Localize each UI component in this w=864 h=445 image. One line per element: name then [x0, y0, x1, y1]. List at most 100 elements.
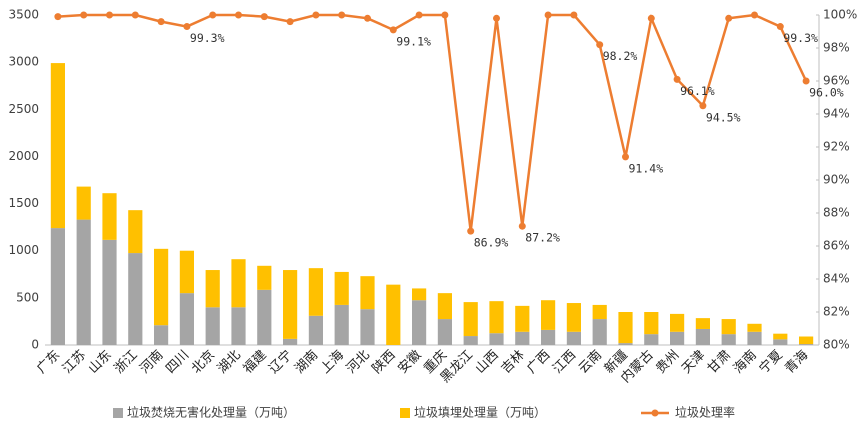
- bar: [231, 259, 246, 308]
- bar: [205, 270, 220, 308]
- line-marker: [596, 41, 604, 49]
- bar: [721, 319, 736, 335]
- bar: [283, 270, 298, 339]
- bar: [592, 319, 607, 345]
- bar: [437, 293, 452, 320]
- line-marker: [441, 11, 449, 19]
- x-tick-label: 江西: [550, 348, 579, 377]
- line-marker: [776, 23, 784, 31]
- line-marker: [725, 14, 733, 22]
- bar: [489, 301, 504, 334]
- data-label: 96.1%: [680, 84, 715, 98]
- x-tick-label: 广东: [34, 348, 63, 377]
- bar: [76, 186, 91, 220]
- line-marker: [622, 153, 629, 161]
- bar: [463, 336, 478, 345]
- line-marker: [647, 14, 655, 22]
- legend-swatch: [651, 409, 659, 417]
- bar: [541, 329, 556, 345]
- x-tick-label: 上海: [318, 348, 347, 377]
- bar: [618, 312, 633, 344]
- legend-swatch: [113, 408, 123, 418]
- line-marker: [131, 11, 139, 19]
- line-marker: [106, 11, 113, 19]
- line: [57, 13, 808, 232]
- line-marker: [260, 13, 268, 21]
- bar: [799, 344, 814, 345]
- bar: [102, 193, 117, 240]
- bar: [515, 331, 530, 345]
- x-tick-label: 四川: [163, 348, 192, 377]
- x-tick-label: 宁夏: [756, 347, 786, 377]
- bar: [489, 333, 504, 345]
- bar: [412, 300, 427, 345]
- bar: [695, 328, 710, 345]
- line-marker: [183, 23, 191, 31]
- x-tick-label: 山西: [473, 348, 502, 377]
- legend-label: 垃圾填埋处理量（万吨）: [414, 405, 546, 420]
- data-label: 98.2%: [603, 49, 638, 63]
- line-marker: [209, 11, 217, 19]
- bar: [437, 319, 452, 345]
- x-tick-label: 天津: [679, 348, 708, 377]
- bar: [334, 271, 349, 305]
- line-marker: [467, 227, 475, 235]
- bar: [283, 338, 298, 345]
- x-tick-label: 浙江: [112, 348, 141, 377]
- x-tick-label: 陕西: [370, 348, 399, 377]
- y2-tick-label: 84%: [823, 272, 850, 286]
- bar: [463, 302, 478, 337]
- y2-tick-label: 88%: [823, 206, 850, 220]
- x-tick-label: 青海: [782, 348, 811, 377]
- x-tick-label: 吉林: [499, 348, 528, 377]
- bar: [670, 313, 685, 332]
- bar: [644, 334, 659, 345]
- bar: [799, 336, 814, 345]
- bar: [308, 268, 323, 316]
- line-marker: [699, 102, 707, 110]
- bar: [360, 309, 375, 345]
- bar: [412, 288, 427, 301]
- y-tick-label: 3000: [8, 55, 39, 69]
- data-label: 96.0%: [809, 86, 844, 100]
- y2-tick-label: 86%: [823, 239, 850, 253]
- bar: [205, 307, 220, 345]
- bar: [360, 276, 375, 310]
- bar: [773, 333, 788, 340]
- bar: [386, 284, 401, 345]
- bar: [231, 307, 246, 345]
- x-tick-label: 贵州: [653, 348, 682, 377]
- bar: [154, 248, 169, 326]
- x-tick-label: 江苏: [59, 347, 89, 377]
- line-marker: [493, 14, 500, 22]
- x-tick-label: 河北: [344, 348, 373, 377]
- line-marker: [80, 11, 88, 19]
- bar: [566, 331, 581, 345]
- y2-tick-label: 82%: [823, 305, 850, 319]
- line-marker: [235, 11, 242, 19]
- x-tick-label: 河南: [137, 347, 167, 377]
- bar: [154, 325, 169, 345]
- y2-tick-label: 98%: [823, 41, 850, 55]
- bar: [257, 289, 272, 345]
- legend-label: 垃圾焚烧无害化处理量（万吨）: [127, 405, 295, 420]
- bar: [76, 219, 91, 345]
- line-marker: [286, 18, 294, 26]
- line-marker: [157, 18, 165, 26]
- y2-tick-label: 80%: [823, 338, 850, 352]
- x-tick-label: 辽宁: [266, 347, 296, 377]
- y-tick-label: 0: [31, 338, 39, 352]
- bar: [334, 304, 349, 345]
- bar: [566, 303, 581, 332]
- line-marker: [518, 222, 526, 230]
- data-label: 99.3%: [190, 31, 225, 45]
- bar: [179, 293, 194, 345]
- x-tick-label: 广西: [524, 348, 553, 377]
- y-tick-label: 2500: [8, 102, 39, 116]
- data-label: 91.4%: [629, 161, 664, 175]
- bar: [50, 63, 65, 229]
- data-label: 99.1%: [396, 34, 431, 48]
- bar: [592, 304, 607, 320]
- x-tick-label: 云南: [575, 347, 605, 377]
